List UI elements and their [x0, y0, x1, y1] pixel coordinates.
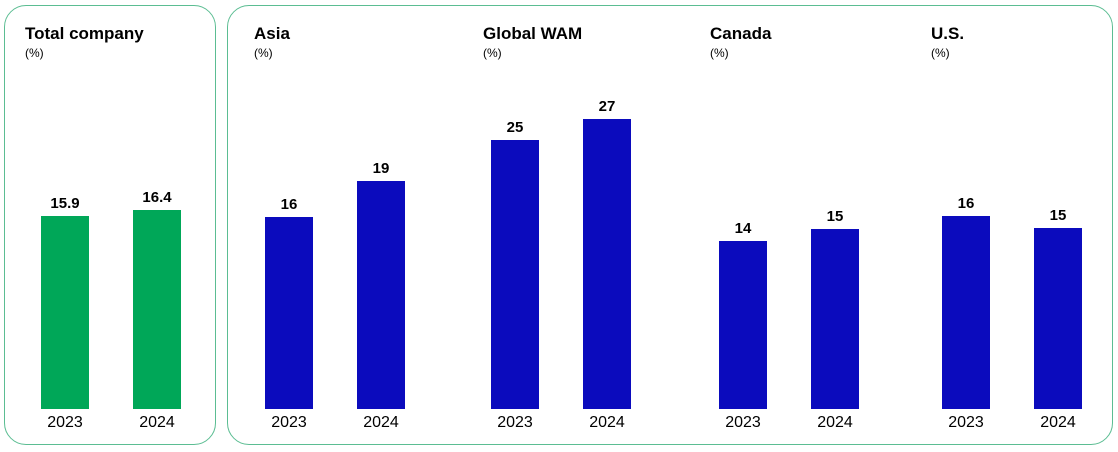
unit-label: (%)	[931, 45, 950, 60]
category-label: 2024	[363, 413, 399, 431]
chart-title-asia: Asia	[254, 24, 290, 43]
value-label: 19	[372, 160, 390, 178]
bars-row: 15.9 2023 16.4 2024	[41, 190, 181, 432]
bar	[942, 215, 990, 409]
total-company-header: Total company (%)	[25, 24, 144, 60]
category-label: 2024	[589, 413, 625, 431]
category-label: 2023	[725, 413, 761, 431]
category-label: 2023	[47, 413, 83, 431]
bar	[357, 180, 405, 409]
unit-label: (%)	[254, 45, 273, 60]
category-label: 2023	[271, 413, 307, 431]
bar-column: 16.4 2024	[133, 190, 181, 432]
bars-row: 25 2023 27 2024	[491, 99, 631, 432]
bar-column: 16 2023	[265, 197, 313, 432]
value-label: 27	[598, 98, 616, 116]
value-label: 15	[826, 208, 844, 226]
total-company-bar-chart: 15.9 2023 16.4 2024	[41, 190, 181, 432]
us-bar-chart: 16 2023 15 2024	[942, 196, 1082, 432]
asia-header: Asia (%)	[254, 24, 290, 60]
bar-column: 15.9 2023	[41, 196, 89, 432]
bar-column: 16 2023	[942, 196, 990, 432]
chart-title-global-wam: Global WAM	[483, 24, 583, 43]
segments-panel: Asia (%) Global WAM (%) Canada (%) U.S. …	[227, 5, 1113, 445]
bar-column: 27 2024	[583, 99, 631, 432]
bar	[583, 118, 631, 409]
category-label: 2024	[1040, 413, 1076, 431]
bar-column: 25 2023	[491, 120, 539, 432]
unit-label: (%)	[710, 45, 729, 60]
chart-title-us: U.S.	[931, 24, 965, 43]
bar	[1034, 227, 1082, 409]
canada-header: Canada (%)	[710, 24, 771, 60]
value-label: 25	[506, 119, 524, 137]
bars-row: 14 2023 15 2024	[719, 209, 859, 432]
global-wam-header: Global WAM (%)	[483, 24, 582, 60]
chart-title-total-company: Total company	[25, 24, 144, 43]
category-label: 2024	[139, 413, 175, 431]
value-label: 14	[734, 220, 752, 238]
bar	[133, 209, 181, 409]
chart-title-canada: Canada	[710, 24, 772, 43]
canada-bar-chart: 14 2023 15 2024	[719, 209, 859, 432]
bars-row: 16 2023 15 2024	[942, 196, 1082, 432]
bar	[491, 139, 539, 409]
value-label: 16.4	[142, 189, 172, 207]
asia-bar-chart: 16 2023 19 2024	[265, 161, 405, 432]
total-company-panel: Total company (%) 15.9 2023 16.4 2024	[4, 5, 216, 445]
bar-column: 19 2024	[357, 161, 405, 432]
value-label: 15.9	[50, 195, 80, 213]
unit-label: (%)	[25, 45, 44, 60]
bar	[811, 228, 859, 409]
bar-column: 15 2024	[1034, 208, 1082, 432]
global-wam-bar-chart: 25 2023 27 2024	[491, 99, 631, 432]
us-header: U.S. (%)	[931, 24, 964, 60]
category-label: 2024	[817, 413, 853, 431]
bars-row: 16 2023 19 2024	[265, 161, 405, 432]
bar	[265, 216, 313, 409]
value-label: 16	[280, 196, 298, 214]
category-label: 2023	[497, 413, 533, 431]
unit-label: (%)	[483, 45, 502, 60]
bar	[41, 215, 89, 409]
category-label: 2023	[948, 413, 984, 431]
value-label: 16	[957, 195, 975, 213]
bar-column: 15 2024	[811, 209, 859, 432]
bar-column: 14 2023	[719, 221, 767, 432]
bar	[719, 240, 767, 409]
value-label: 15	[1049, 207, 1067, 225]
